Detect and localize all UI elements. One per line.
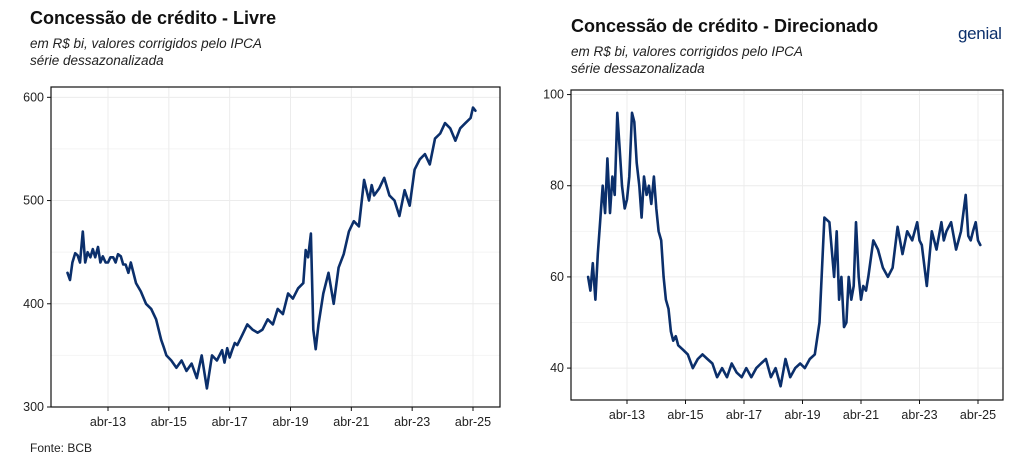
right-x-tick-label-5: abr-23 [901, 408, 937, 422]
right-x-tick-label-4: abr-21 [843, 408, 879, 422]
left-chart-subtitle-line1: em R$ bi, valores corrigidos pelo IPCA [30, 36, 262, 51]
left-x-tick-label-4: abr-21 [333, 415, 369, 429]
right-y-tick-label-100: 100 [543, 88, 564, 102]
right-x-tick-label-2: abr-17 [726, 408, 762, 422]
left-x-tick-label-6: abr-25 [455, 415, 491, 429]
source-note: Fonte: BCB [30, 441, 93, 455]
right-x-tick-label-3: abr-19 [784, 408, 820, 422]
right-x-tick-label-0: abr-13 [609, 408, 645, 422]
right-y-tick-label-60: 60 [550, 270, 564, 284]
right-series-line-0 [586, 111, 982, 388]
left-y-tick-label-600: 600 [23, 90, 44, 104]
right-x-tick-label-1: abr-15 [667, 408, 703, 422]
left-x-tick-label-5: abr-23 [394, 415, 430, 429]
right-y-tick-label-80: 80 [550, 179, 564, 193]
left-y-tick-label-500: 500 [23, 194, 44, 208]
left-y-tick-label-300: 300 [23, 400, 44, 414]
right-x-tick-label-6: abr-25 [960, 408, 996, 422]
right-plot-frame [570, 89, 1004, 401]
right-chart-subtitle-line2: série dessazonalizada [571, 61, 705, 76]
left-chart-subtitle-line2: série dessazonalizada [30, 53, 164, 68]
left-series-line-0 [66, 106, 477, 390]
left-chart-title: Concessão de crédito - Livre [30, 8, 277, 28]
left-x-tick-label-2: abr-17 [212, 415, 248, 429]
genial-logo: genial [958, 24, 1002, 43]
left-plot-frame [50, 86, 501, 408]
right-y-tick-label-40: 40 [550, 361, 564, 375]
left-y-tick-label-400: 400 [23, 297, 44, 311]
left-x-tick-label-3: abr-19 [272, 415, 308, 429]
left-x-tick-label-1: abr-15 [151, 415, 187, 429]
right-chart-subtitle-line1: em R$ bi, valores corrigidos pelo IPCA [571, 44, 803, 59]
right-chart-title: Concessão de crédito - Direcionado [571, 16, 879, 36]
left-x-tick-label-0: abr-13 [90, 415, 126, 429]
